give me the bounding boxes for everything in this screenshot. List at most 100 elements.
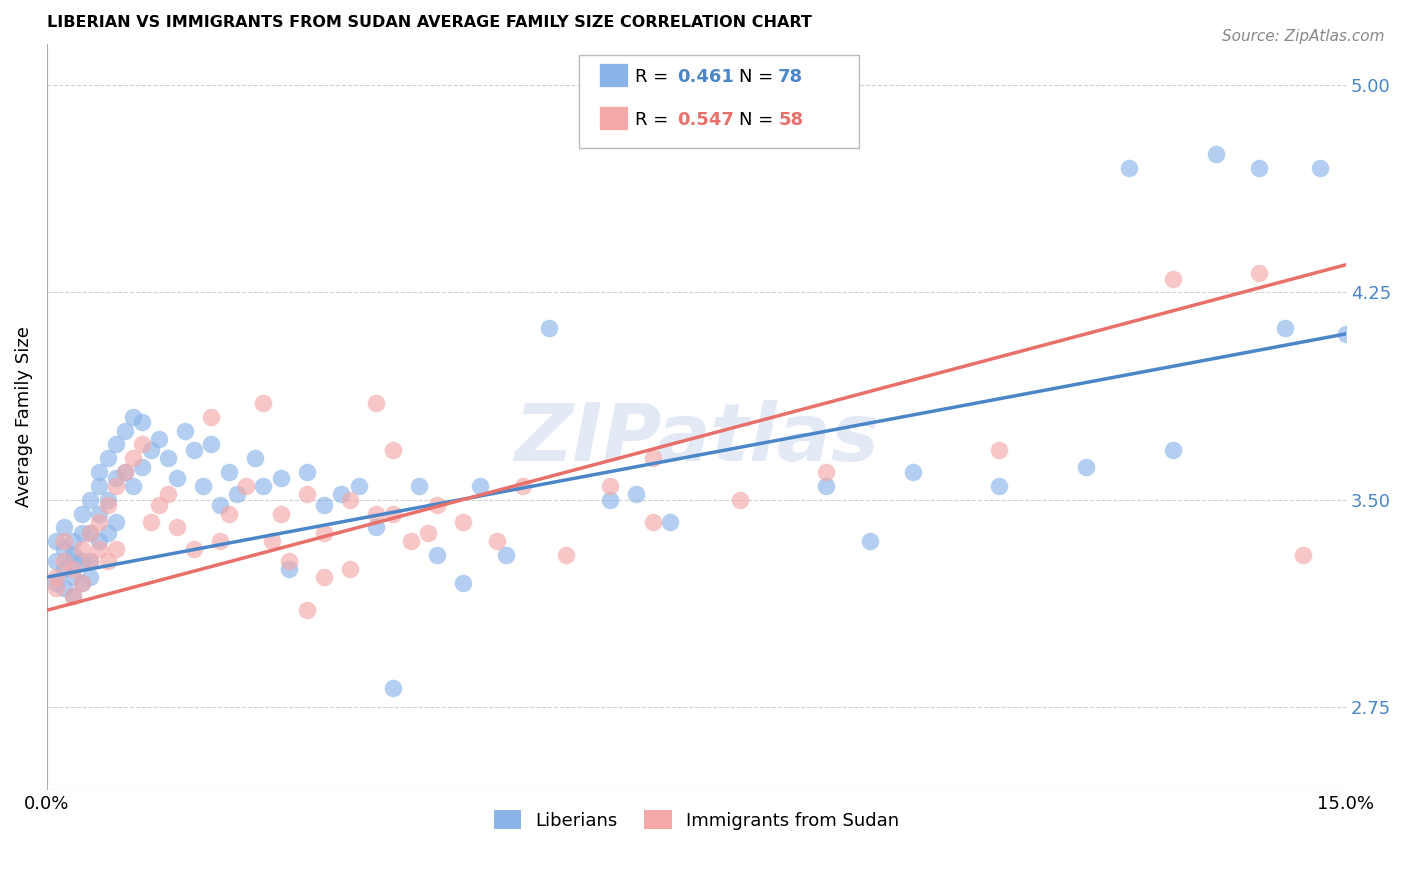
Point [364,396,387,410]
Point [105,515,128,529]
Point [87,542,110,557]
Point [62,570,84,584]
Point [45,575,67,590]
Point [295,465,318,479]
Point [988,479,1011,493]
Point [157,487,180,501]
Point [218,507,240,521]
Point [62,548,84,562]
Text: 0.461: 0.461 [676,68,734,86]
Point [96,451,118,466]
Point [183,542,205,557]
Text: 78: 78 [779,68,803,86]
Point [624,487,647,501]
Point [45,534,67,549]
Point [96,498,118,512]
Point [105,437,128,451]
Point [599,479,621,493]
Point [62,534,84,549]
Point [45,581,67,595]
Point [53,581,76,595]
Point [79,570,101,584]
Point [468,479,491,493]
Point [659,515,682,529]
Point [1249,161,1271,175]
Point [226,487,249,501]
Point [70,525,93,540]
Legend: Liberians, Immigrants from Sudan: Liberians, Immigrants from Sudan [486,803,907,837]
Point [209,534,232,549]
Point [312,525,335,540]
Point [131,437,153,451]
Point [62,553,84,567]
Point [87,507,110,521]
Point [122,451,145,466]
Point [312,498,335,512]
Point [270,470,292,484]
Point [166,470,188,484]
Point [114,465,136,479]
Point [278,553,301,567]
Point [1161,271,1184,285]
Point [1161,442,1184,457]
Point [295,603,318,617]
Point [1205,147,1227,161]
Point [87,534,110,549]
Point [139,515,162,529]
Point [139,442,162,457]
Text: R =: R = [636,111,675,128]
Point [1249,266,1271,280]
Point [183,442,205,457]
Point [70,575,93,590]
Point [79,553,101,567]
Point [512,479,534,493]
Point [643,515,665,529]
Point [1274,321,1296,335]
Point [148,432,170,446]
Point [382,507,405,521]
Text: N =: N = [740,68,779,86]
Point [62,562,84,576]
Point [45,553,67,567]
Point [1309,161,1331,175]
Point [728,492,751,507]
Point [347,479,370,493]
Point [70,575,93,590]
Point [408,479,430,493]
Point [252,396,274,410]
Point [382,442,405,457]
Point [538,321,561,335]
Text: R =: R = [636,68,675,86]
Point [70,553,93,567]
Point [53,534,76,549]
Point [200,437,222,451]
Point [148,498,170,512]
FancyBboxPatch shape [599,63,627,87]
Point [53,520,76,534]
Point [270,507,292,521]
Point [166,520,188,534]
Point [1118,161,1140,175]
Point [260,534,283,549]
Point [988,442,1011,457]
Point [131,415,153,429]
Text: LIBERIAN VS IMMIGRANTS FROM SUDAN AVERAGE FAMILY SIZE CORRELATION CHART: LIBERIAN VS IMMIGRANTS FROM SUDAN AVERAG… [46,15,811,30]
Point [312,570,335,584]
Point [339,492,361,507]
Point [62,590,84,604]
Point [105,479,128,493]
Point [486,534,509,549]
Text: 0.547: 0.547 [676,111,734,128]
Point [87,515,110,529]
Point [235,479,257,493]
Point [105,542,128,557]
Point [122,479,145,493]
Point [45,570,67,584]
Point [330,487,353,501]
Point [79,525,101,540]
Text: Source: ZipAtlas.com: Source: ZipAtlas.com [1222,29,1385,44]
Point [87,479,110,493]
Point [114,465,136,479]
Point [1074,459,1097,474]
Point [53,542,76,557]
